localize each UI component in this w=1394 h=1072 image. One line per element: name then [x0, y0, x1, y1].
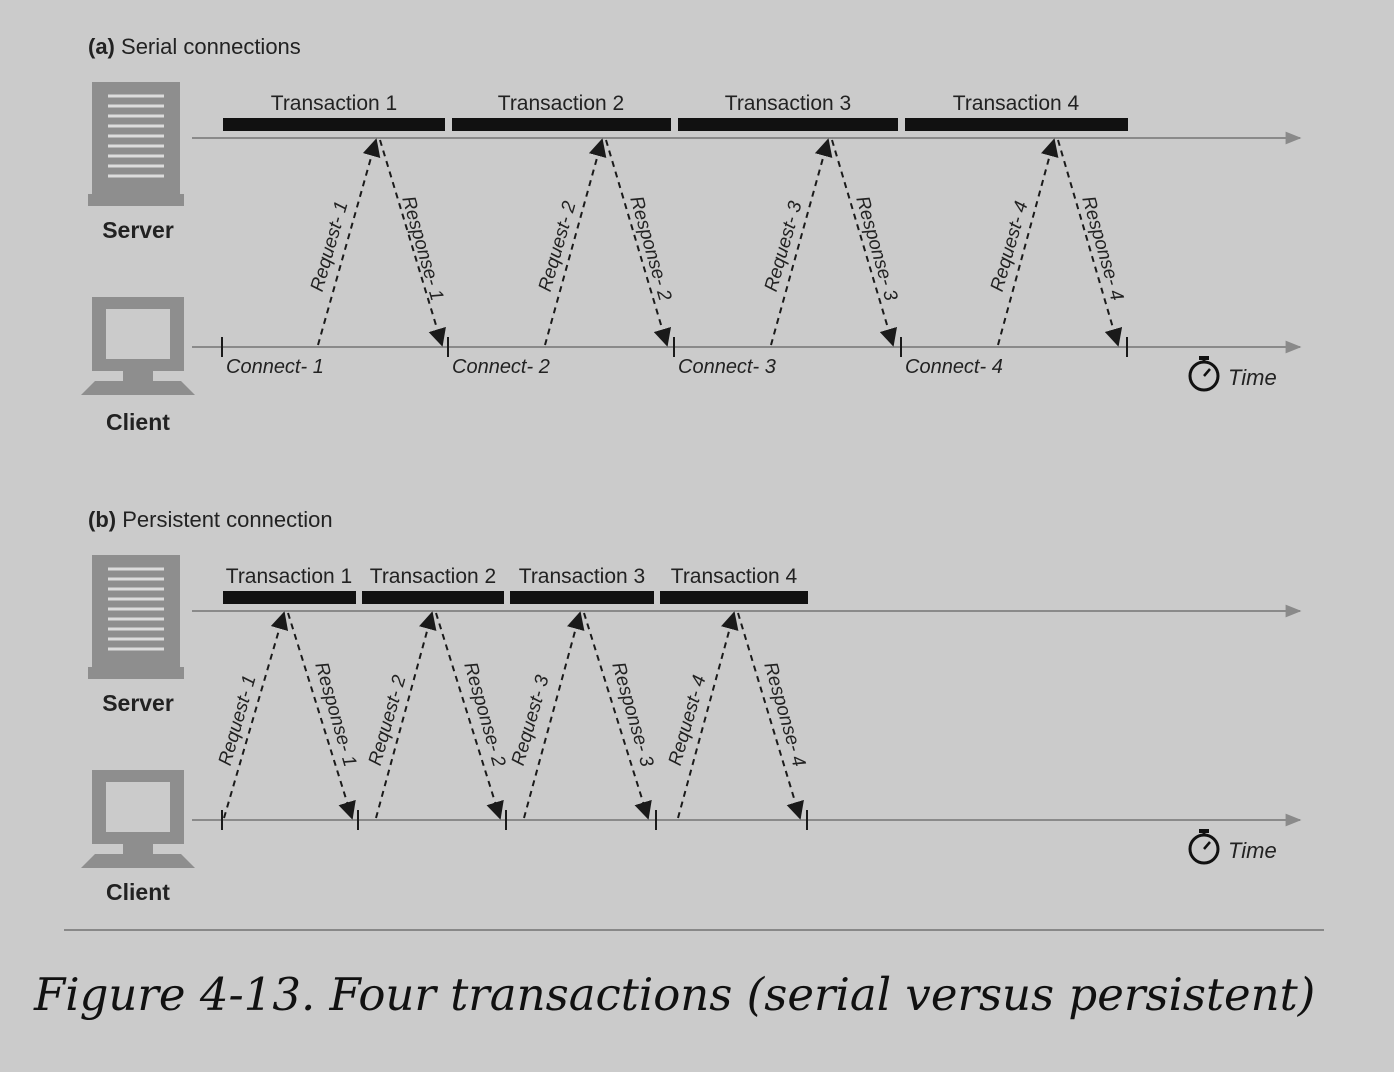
transaction-label: Transaction 1 [226, 565, 352, 588]
request-label: Request- 3 [761, 199, 807, 295]
time-label: Time [1228, 365, 1277, 390]
transaction-label: Transaction 2 [498, 92, 624, 115]
section-b-title: (b) Persistent connection [88, 507, 333, 532]
request-arrow [677, 611, 739, 819]
caption-divider [64, 929, 1324, 931]
request-arrow [223, 611, 289, 819]
transaction-bar [905, 118, 1128, 131]
response-arrow [379, 139, 446, 347]
response-arrow [1057, 139, 1123, 347]
client-icon [81, 770, 195, 868]
response-label: Response- 1 [310, 660, 360, 769]
server-label: Server [102, 690, 174, 716]
request-arrow [317, 138, 381, 346]
request-label: Request- 1 [215, 673, 261, 768]
transaction-bar [362, 591, 504, 604]
response-label: Response- 4 [1077, 194, 1127, 303]
client-icon [81, 297, 195, 395]
response-label: Response- 1 [397, 194, 447, 303]
transaction-label: Transaction 4 [671, 565, 798, 588]
stopwatch-icon [1188, 354, 1220, 392]
response-label: Response- 3 [607, 660, 657, 770]
transaction-label: Transaction 1 [271, 92, 397, 115]
response-arrow [737, 612, 804, 820]
connect-label: Connect- 3 [678, 356, 776, 378]
client-label: Client [106, 409, 170, 435]
transaction-bar [660, 591, 808, 604]
transaction-label: Transaction 3 [725, 92, 851, 115]
request-label: Request- 2 [535, 199, 581, 295]
transaction-bar [510, 591, 654, 604]
connect-label: Connect- 1 [226, 356, 324, 378]
response-label: Response- 4 [759, 660, 809, 769]
request-arrow [523, 611, 585, 819]
response-arrow [583, 612, 652, 820]
connect-label: Connect- 4 [905, 356, 1003, 378]
transaction-label: Transaction 4 [953, 92, 1080, 115]
response-label: Response- 3 [851, 194, 901, 304]
stopwatch-icon [1188, 827, 1220, 865]
response-arrow [435, 612, 504, 820]
response-arrow [831, 139, 898, 347]
request-arrow [997, 138, 1059, 346]
request-label: Request- 3 [508, 673, 554, 769]
server-label: Server [102, 217, 174, 243]
request-arrow [544, 138, 607, 346]
response-arrow [287, 612, 356, 820]
transaction-bar [452, 118, 671, 131]
transaction-label: Transaction 3 [519, 565, 645, 588]
section-persistent: (b) Persistent connection Server Client … [81, 507, 1302, 905]
figure-caption: Figure 4-13. Four transactions (serial v… [34, 968, 1316, 1021]
server-icon [86, 80, 186, 208]
server-icon [86, 553, 186, 681]
request-arrow [770, 138, 833, 346]
connect-label: Connect- 2 [452, 356, 550, 378]
section-a-title: (a) Serial connections [88, 34, 301, 59]
request-label: Request- 2 [365, 673, 411, 769]
transaction-label: Transaction 2 [370, 565, 496, 588]
response-arrow [605, 139, 672, 347]
transaction-bar [678, 118, 898, 131]
response-label: Response- 2 [459, 660, 509, 770]
time-label: Time [1228, 838, 1277, 863]
client-label: Client [106, 879, 170, 905]
request-arrow [375, 611, 437, 819]
section-serial: (a) Serial connections Server Client Tra… [81, 34, 1302, 435]
transaction-bar [223, 118, 445, 131]
transaction-bar [223, 591, 356, 604]
response-label: Response- 2 [625, 194, 675, 304]
